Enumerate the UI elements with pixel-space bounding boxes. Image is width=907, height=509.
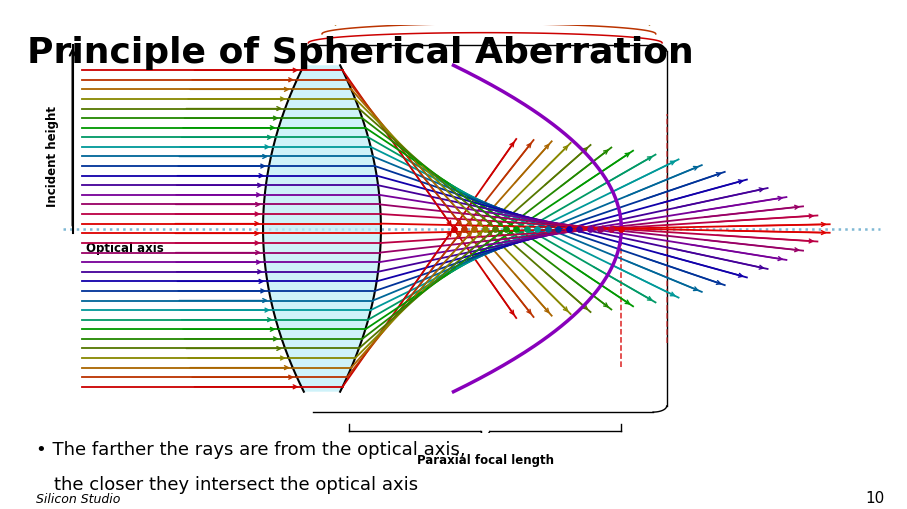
Text: Optical axis: Optical axis: [86, 241, 164, 254]
Text: 10: 10: [865, 490, 884, 505]
Polygon shape: [263, 66, 381, 392]
Text: Principle of Spherical Aberration: Principle of Spherical Aberration: [27, 36, 694, 70]
Text: Incident height: Incident height: [46, 105, 59, 206]
Text: Paraxial focal length: Paraxial focal length: [416, 453, 554, 466]
Text: Silicon Studio: Silicon Studio: [36, 492, 121, 505]
Text: • The farther the rays are from the optical axis,: • The farther the rays are from the opti…: [36, 440, 466, 458]
Text: the closer they intersect the optical axis: the closer they intersect the optical ax…: [54, 475, 418, 493]
